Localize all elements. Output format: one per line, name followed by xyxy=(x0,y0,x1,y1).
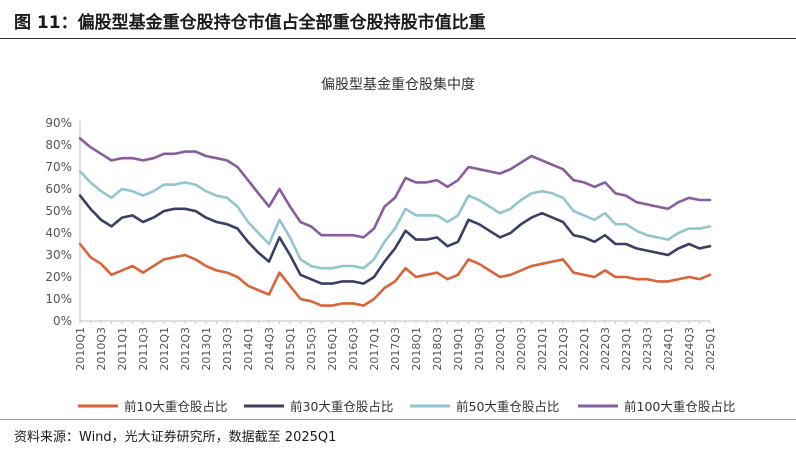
y-tick-label: 30% xyxy=(45,248,72,262)
y-tick-label: 20% xyxy=(45,270,72,284)
series-line-3 xyxy=(78,170,712,270)
legend-label: 前50大重仓股占比 xyxy=(456,399,559,414)
x-tick-label: 2012Q1 xyxy=(158,327,171,371)
y-tick-label: 10% xyxy=(45,292,72,306)
x-tick-label: 2010Q3 xyxy=(95,327,108,371)
x-tick-label: 2010Q1 xyxy=(74,327,87,371)
x-tick-label: 2022Q3 xyxy=(599,327,612,371)
x-tick-label: 2025Q1 xyxy=(704,327,717,371)
source-note: 资料来源：Wind，光大证券研究所，数据截至 2025Q1 xyxy=(14,430,337,445)
x-tick-label: 2018Q1 xyxy=(410,327,423,371)
y-tick-label: 60% xyxy=(45,182,72,196)
x-tick-label: 2020Q1 xyxy=(494,327,507,371)
figure-title: 图 11：偏股型基金重仓股持仓市值占全部重仓股持股市值比重 xyxy=(14,13,486,33)
x-tick-label: 2017Q3 xyxy=(389,327,402,371)
x-tick-label: 2011Q1 xyxy=(116,327,129,371)
x-tick-label: 2012Q3 xyxy=(179,327,192,371)
x-tick-label: 2023Q1 xyxy=(620,327,633,371)
x-tick-label: 2015Q1 xyxy=(284,327,297,371)
x-tick-label: 2016Q1 xyxy=(326,327,339,371)
x-tick-label: 2016Q3 xyxy=(347,327,360,371)
y-tick-label: 50% xyxy=(45,204,72,218)
legend-label: 前30大重仓股占比 xyxy=(290,399,393,414)
x-tick-label: 2021Q1 xyxy=(536,327,549,371)
y-tick-label: 80% xyxy=(45,138,72,152)
x-tick-label: 2018Q3 xyxy=(431,327,444,371)
x-tick-label: 2020Q3 xyxy=(515,327,528,371)
y-tick-label: 70% xyxy=(45,160,72,174)
x-tick-label: 2021Q3 xyxy=(557,327,570,371)
chart-title: 偏股型基金重仓股集中度 xyxy=(321,77,475,93)
x-tick-label: 2017Q1 xyxy=(368,327,381,371)
y-tick-label: 90% xyxy=(45,116,72,130)
y-tick-label: 0% xyxy=(53,314,72,328)
series-line-2 xyxy=(78,194,712,285)
bottom-divider xyxy=(0,419,796,420)
series-line-1 xyxy=(78,242,712,307)
x-tick-label: 2019Q3 xyxy=(473,327,486,371)
x-tick-label: 2015Q3 xyxy=(305,327,318,371)
x-tick-label: 2014Q3 xyxy=(263,327,276,371)
x-tick-label: 2024Q3 xyxy=(683,327,696,371)
series-line-4 xyxy=(78,137,712,239)
x-tick-label: 2024Q1 xyxy=(662,327,675,371)
x-tick-label: 2011Q3 xyxy=(137,327,150,371)
legend-label: 前10大重仓股占比 xyxy=(124,399,227,414)
x-tick-label: 2023Q3 xyxy=(641,327,654,371)
x-tick-label: 2022Q1 xyxy=(578,327,591,371)
y-tick-label: 40% xyxy=(45,226,72,240)
legend-label: 前100大重仓股占比 xyxy=(624,399,735,414)
x-tick-label: 2013Q1 xyxy=(200,327,213,371)
x-tick-label: 2014Q1 xyxy=(242,327,255,371)
top-divider xyxy=(0,38,796,39)
x-tick-label: 2013Q3 xyxy=(221,327,234,371)
x-tick-label: 2019Q1 xyxy=(452,327,465,371)
